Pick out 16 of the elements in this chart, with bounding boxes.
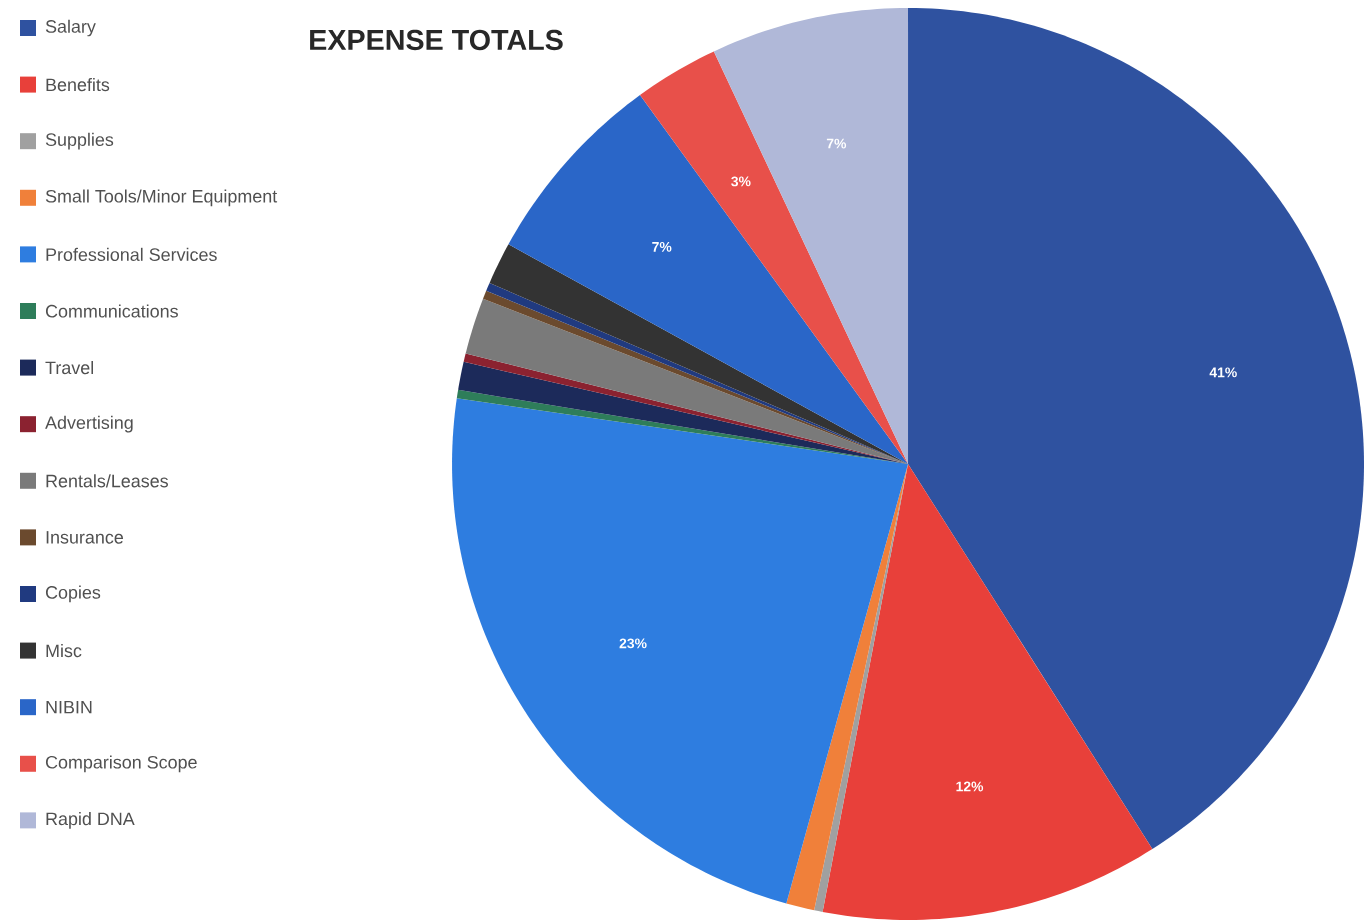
legend-label: Rentals/Leases: [46, 474, 168, 488]
legend-label: Insurance: [46, 531, 124, 544]
legend-label: Salary: [45, 19, 96, 37]
legend-label: Rapid DNA: [46, 812, 135, 829]
legend-label: Benefits: [46, 78, 110, 92]
legend-label: Copies: [45, 585, 101, 603]
legend-label: Advertising: [45, 415, 133, 433]
legend-label: Misc: [46, 643, 82, 658]
legend-label: Supplies: [45, 132, 114, 150]
legend-label: Small Tools/Minor Equipment: [45, 189, 278, 207]
legend-label: Comparison Scope: [45, 755, 197, 773]
text: EXPENSE TOTALS: [310, 29, 563, 51]
legend-label: NIBIN: [46, 701, 92, 714]
legend-label: Travel: [45, 361, 94, 375]
legend-label: Professional Services: [46, 247, 217, 261]
legend-label: Communications: [45, 304, 178, 318]
